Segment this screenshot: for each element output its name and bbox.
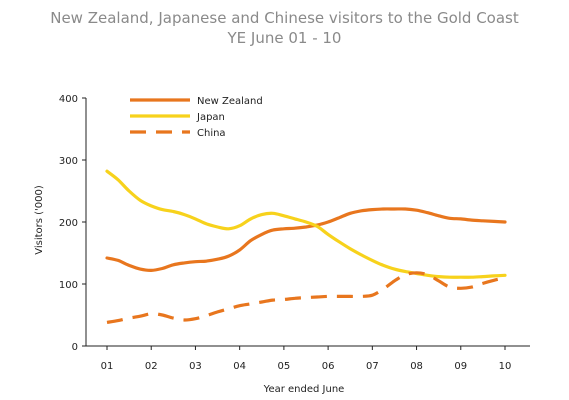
x-tick-label: 10 xyxy=(499,361,512,372)
y-axis-label: Visitors ('000) xyxy=(34,185,45,255)
legend-label: New Zealand xyxy=(197,96,263,107)
y-tick-label: 400 xyxy=(59,94,78,105)
x-tick-label: 07 xyxy=(366,361,379,372)
x-tick-label: 01 xyxy=(101,361,114,372)
axes xyxy=(82,97,530,350)
y-tick-label: 300 xyxy=(59,156,78,167)
chart-title: New Zealand, Japanese and Chinese visito… xyxy=(50,9,519,27)
y-tick-label: 200 xyxy=(59,218,78,229)
legend-label: China xyxy=(197,128,226,139)
legend: New Zealand Japan China xyxy=(130,96,263,139)
legend-label: Japan xyxy=(196,112,225,123)
chart-subtitle: YE June 01 - 10 xyxy=(227,29,342,47)
series-lines xyxy=(105,169,507,324)
x-tick-label: 04 xyxy=(233,361,246,372)
series-line-new-zealand xyxy=(105,207,507,273)
y-tick-label: 100 xyxy=(59,280,78,291)
x-tick-label: 03 xyxy=(189,361,202,372)
tick-labels: 0 100 200 300 400 01 02 03 04 05 06 07 08 09 10 xyxy=(59,94,511,372)
y-tick-label: 0 xyxy=(72,342,78,353)
x-tick-label: 09 xyxy=(454,361,467,372)
x-tick-label: 08 xyxy=(410,361,423,372)
series-line-china xyxy=(106,271,506,324)
x-axis-label: Year ended June xyxy=(263,384,345,395)
x-tick-label: 02 xyxy=(145,361,158,372)
x-tick-label: 06 xyxy=(322,361,335,372)
x-tick-label: 05 xyxy=(278,361,291,372)
series-line-japan xyxy=(105,169,507,279)
